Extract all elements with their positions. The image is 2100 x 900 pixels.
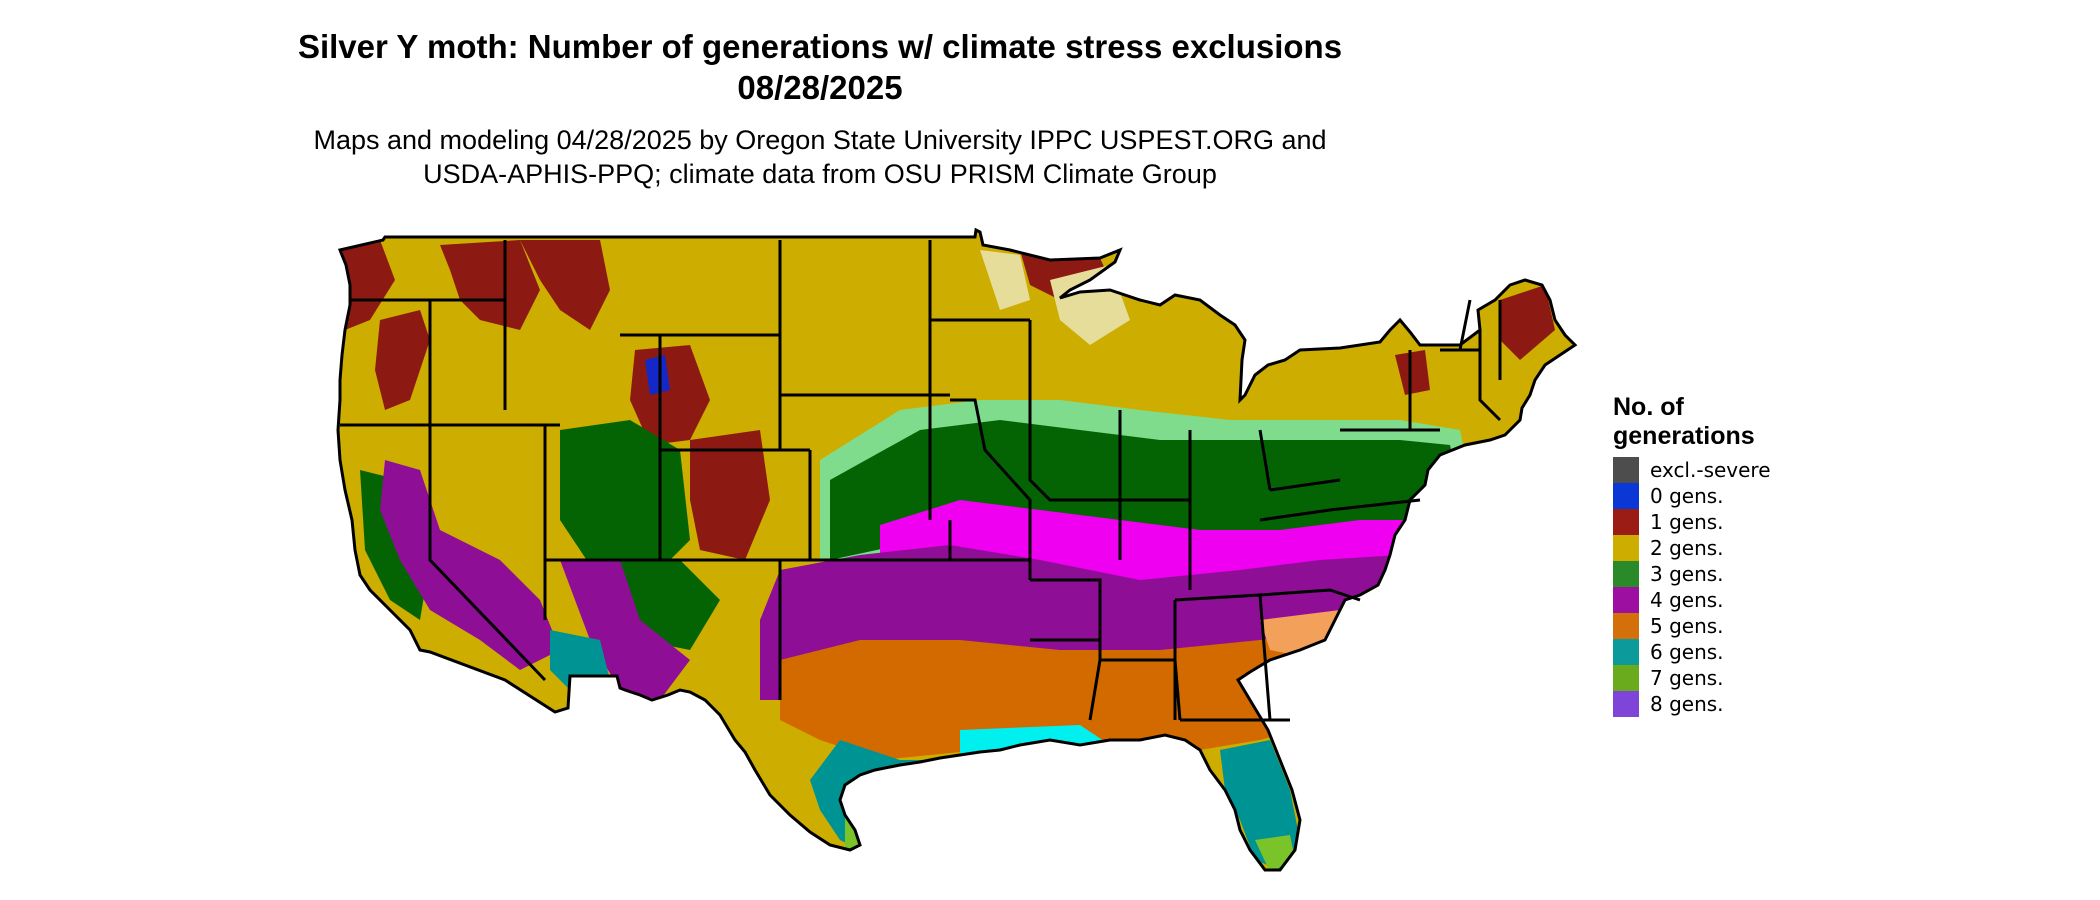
- zone-3-gens-utah-nevada: [560, 420, 690, 580]
- zone-5-gens-gulf-states: [780, 620, 1380, 760]
- legend-label: 4 gens.: [1650, 588, 1724, 612]
- legend-swatch: [1613, 691, 1639, 717]
- zone-1-gen-adirondacks: [1395, 350, 1430, 395]
- legend-title-line1: No. of: [1613, 393, 1684, 421]
- legend-label: 1 gens.: [1650, 510, 1724, 534]
- legend-swatch: [1613, 613, 1639, 639]
- zone-1-gen-maine: [1500, 285, 1555, 360]
- zone-1-gen-oregon-cascades: [375, 310, 430, 410]
- legend-label: 2 gens.: [1650, 536, 1724, 560]
- map-title-date: 08/28/2025: [737, 69, 903, 106]
- legend-label: 0 gens.: [1650, 484, 1724, 508]
- zone-1-gen-washington-coast: [340, 240, 395, 330]
- legend-label: 8 gens.: [1650, 692, 1724, 716]
- legend-swatch: [1613, 509, 1639, 535]
- legend-item: excl.-severe: [1613, 457, 1813, 483]
- legend-label: 6 gens.: [1650, 640, 1724, 664]
- us-generations-map: [336, 228, 1577, 872]
- legend-title: No. of generations: [1613, 393, 1813, 451]
- zone-1-gen-colorado-rockies: [690, 430, 770, 560]
- state-borders: [336, 228, 1577, 872]
- map-title-line1: Silver Y moth: Number of generations w/ …: [297, 28, 1343, 65]
- legend-swatch: [1613, 561, 1639, 587]
- zone-1-gen-idaho: [440, 240, 540, 330]
- legend-item: 1 gens.: [1613, 509, 1813, 535]
- legend-swatch: [1613, 665, 1639, 691]
- legend-label: 3 gens.: [1650, 562, 1724, 586]
- legend-swatch: [1613, 483, 1639, 509]
- legend: No. of generations excl.-severe 0 gens. 1 …: [1613, 393, 1813, 717]
- map-subtitle-line2: USDA-APHIS-PPQ; climate data from OSU PR…: [423, 159, 1217, 189]
- legend-item: 8 gens.: [1613, 691, 1813, 717]
- legend-label: excl.-severe: [1650, 458, 1771, 482]
- legend-swatch: [1613, 587, 1639, 613]
- legend-swatch: [1613, 457, 1639, 483]
- legend-swatch: [1613, 639, 1639, 665]
- legend-item: 5 gens.: [1613, 613, 1813, 639]
- legend-item: 6 gens.: [1613, 639, 1813, 665]
- map-subtitle-line1: Maps and modeling 04/28/2025 by Oregon S…: [313, 125, 1327, 155]
- legend-item: 7 gens.: [1613, 665, 1813, 691]
- legend-item: 4 gens.: [1613, 587, 1813, 613]
- legend-item: 0 gens.: [1613, 483, 1813, 509]
- legend-label: 5 gens.: [1650, 614, 1724, 638]
- zone-2-gens-light-minnesota: [980, 250, 1030, 310]
- legend-item: 3 gens.: [1613, 561, 1813, 587]
- legend-items: excl.-severe 0 gens. 1 gens. 2 gens. 3 gens.…: [1613, 457, 1813, 717]
- zone-0-gen-wind-river: [645, 355, 670, 395]
- zone-1-gen-montana-rockies: [520, 240, 610, 330]
- map-title: Silver Y moth: Number of generations w/ …: [0, 26, 1640, 108]
- zone-4-gens-california-desert: [380, 460, 560, 670]
- map-subtitle: Maps and modeling 04/28/2025 by Oregon S…: [0, 123, 1640, 191]
- legend-swatch: [1613, 535, 1639, 561]
- zone-4-gens-arizona: [560, 560, 690, 700]
- legend-item: 2 gens.: [1613, 535, 1813, 561]
- legend-label: 7 gens.: [1650, 666, 1724, 690]
- legend-title-line2: generations: [1613, 422, 1755, 450]
